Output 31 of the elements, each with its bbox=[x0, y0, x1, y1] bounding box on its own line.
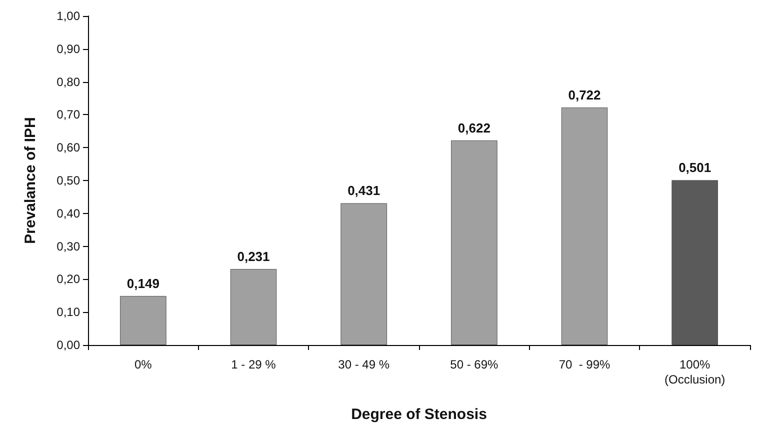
y-tick-label: 0,70 bbox=[56, 108, 80, 122]
y-tick-label: 0,40 bbox=[56, 206, 80, 220]
data-label: 0,149 bbox=[126, 276, 160, 291]
y-tick-label: 0,30 bbox=[56, 239, 80, 254]
x-tick-label: 1 - 29 % bbox=[231, 358, 276, 372]
x-axis-title: Degree of Stenosis bbox=[351, 406, 487, 423]
data-label: 0,622 bbox=[458, 120, 490, 136]
y-tick-label: 0,00 bbox=[56, 338, 80, 352]
bar bbox=[450, 140, 498, 345]
data-label: 0,722 bbox=[568, 87, 601, 102]
y-tick-label: 0,60 bbox=[56, 140, 80, 155]
x-tick-label: 70 - 99% bbox=[558, 358, 611, 372]
bar bbox=[561, 107, 608, 345]
x-tick-label: 30 - 49 % bbox=[338, 358, 390, 372]
x-tick-label: 0% bbox=[134, 358, 152, 372]
bar bbox=[120, 296, 166, 345]
y-tick-label: 0,80 bbox=[56, 74, 80, 89]
data-label: 0,431 bbox=[348, 183, 380, 198]
bar bbox=[672, 180, 718, 345]
y-tick-label: 1,00 bbox=[56, 9, 80, 23]
y-tick-label: 0,90 bbox=[56, 42, 80, 56]
y-axis-title: Prevalance of IPH bbox=[22, 117, 39, 244]
y-tick-label: 0,20 bbox=[56, 272, 80, 286]
x-tick-label: 50 - 69% bbox=[450, 358, 499, 372]
data-label: 0,501 bbox=[678, 160, 712, 176]
x-tick-label: 100% (Occlusion) bbox=[664, 358, 726, 386]
y-tick-label: 0,10 bbox=[56, 305, 80, 320]
bar bbox=[340, 203, 388, 345]
y-tick-label: 0,50 bbox=[56, 174, 80, 188]
bar bbox=[230, 269, 277, 345]
data-label: 0,231 bbox=[237, 249, 270, 264]
